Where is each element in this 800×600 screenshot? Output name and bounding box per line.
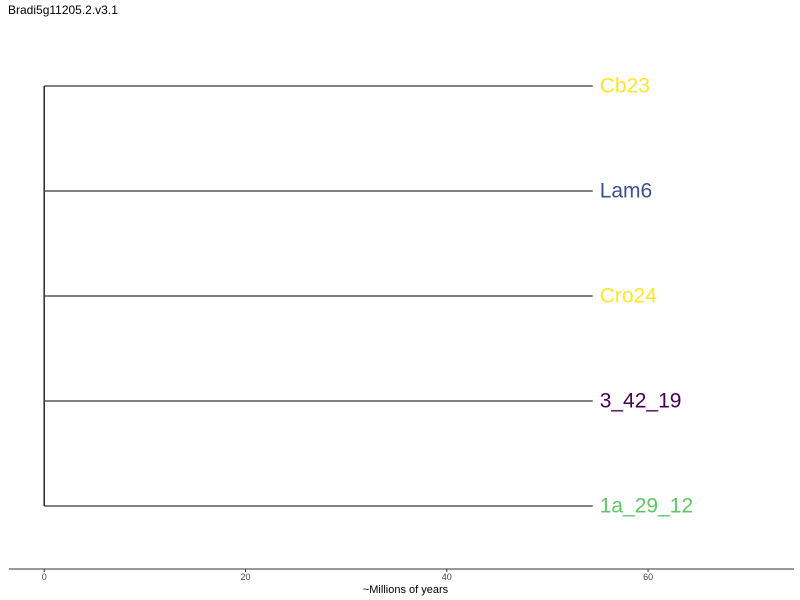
x-tick-label: 40: [442, 572, 452, 582]
x-tick-label: 0: [42, 572, 47, 582]
tip-label-1a_29_12: 1a_29_12: [600, 495, 693, 518]
x-axis-label: ~Millions of years: [363, 584, 449, 596]
chart-title: Bradi5g11205.2.v3.1: [8, 3, 118, 17]
tip-label-Cb23: Cb23: [600, 75, 650, 98]
tip-label-Lam6: Lam6: [600, 180, 653, 203]
tip-label-Cro24: Cro24: [600, 285, 658, 308]
x-tick-label: 20: [240, 572, 250, 582]
x-axis: 0 20 40 60 ~Millions of years: [9, 568, 794, 596]
x-axis-ticks: 0 20 40 60: [42, 569, 653, 582]
tree-branches: [43, 85, 593, 507]
tip-labels: Cb23 Lam6 Cro24 3_42_19 1a_29_12: [600, 75, 693, 518]
tip-label-3_42_19: 3_42_19: [600, 390, 682, 413]
x-tick-label: 60: [643, 572, 653, 582]
